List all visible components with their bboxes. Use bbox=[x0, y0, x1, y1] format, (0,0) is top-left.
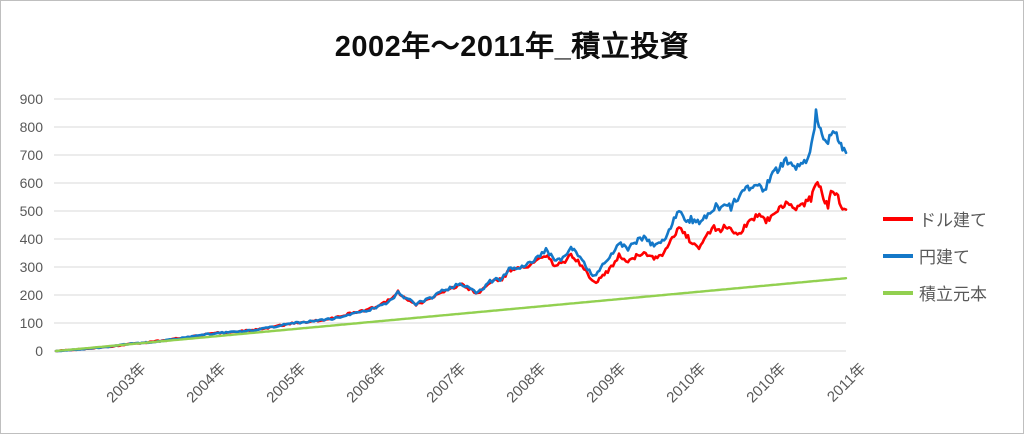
y-axis-tick-label: 700 bbox=[19, 147, 43, 163]
legend-item: 円建て bbox=[883, 244, 987, 267]
y-axis-tick-label: 500 bbox=[19, 203, 43, 219]
legend-label: 積立元本 bbox=[919, 285, 987, 304]
chart-title: 2002年～2011年_積立投資 bbox=[334, 31, 690, 63]
series-line-積立元本 bbox=[54, 277, 848, 353]
y-axis-tick-label: 900 bbox=[19, 91, 43, 107]
y-axis-tick-label: 600 bbox=[19, 175, 43, 191]
legend-item: ドル建て bbox=[883, 207, 987, 230]
series-line-円建て bbox=[54, 108, 848, 353]
legend-line-swatch bbox=[883, 290, 913, 295]
legend: ドル建て円建て積立元本 bbox=[883, 207, 987, 318]
legend-label: ドル建て bbox=[919, 211, 987, 230]
legend-item: 積立元本 bbox=[883, 281, 987, 304]
y-axis-tick-label: 400 bbox=[19, 231, 43, 247]
legend-line-swatch bbox=[883, 253, 913, 258]
y-axis-tick-label: 100 bbox=[19, 315, 43, 331]
y-axis-tick-label: 200 bbox=[19, 287, 43, 303]
y-axis-tick-label: 800 bbox=[19, 119, 43, 135]
legend-line-swatch bbox=[883, 216, 913, 221]
y-axis-tick-label: 300 bbox=[19, 259, 43, 275]
y-axis-tick-label: 0 bbox=[35, 343, 43, 359]
legend-label: 円建て bbox=[919, 248, 970, 267]
